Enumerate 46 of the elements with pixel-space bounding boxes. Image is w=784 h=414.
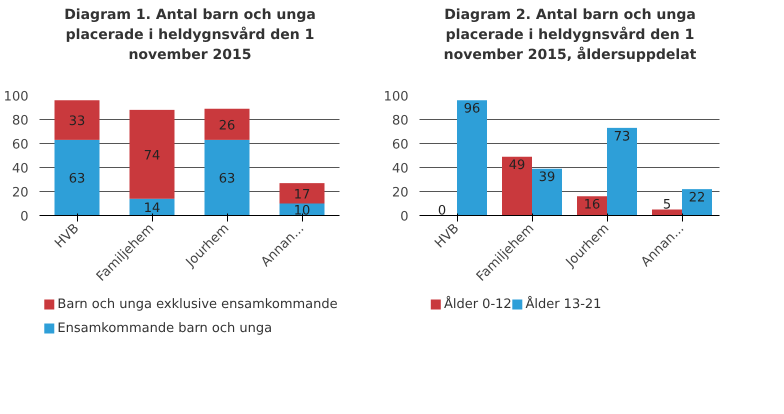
legend-label: Ålder 0-12 <box>444 295 512 312</box>
y-tick-label: 100 <box>4 90 29 104</box>
bar <box>280 183 324 204</box>
y-tick-label: 100 <box>384 90 409 104</box>
bar <box>54 140 100 216</box>
bar <box>652 210 682 216</box>
data-label: 49 <box>508 158 526 174</box>
data-label: 63 <box>218 172 236 187</box>
bar <box>54 100 100 140</box>
legend-label: Ålder 13-21 <box>525 295 602 312</box>
y-tick-label: 40 <box>12 162 29 176</box>
y-tick-label: 0 <box>400 210 409 224</box>
data-label: 39 <box>538 170 556 186</box>
y-tick-label: 20 <box>392 186 409 200</box>
data-label: 0 <box>438 204 446 219</box>
data-label: 74 <box>144 148 160 164</box>
data-label: 14 <box>144 201 160 216</box>
bar <box>607 128 637 216</box>
y-tick-label: 80 <box>392 114 409 128</box>
bar <box>682 189 712 216</box>
y-tick-label: 40 <box>392 162 409 176</box>
bar <box>204 108 250 140</box>
bar <box>130 110 174 199</box>
data-label: 26 <box>218 118 236 134</box>
data-label: 17 <box>294 187 310 202</box>
data-label: 33 <box>68 114 86 130</box>
y-tick-label: 60 <box>392 138 409 152</box>
y-tick-label: 60 <box>12 138 29 152</box>
data-label: 73 <box>614 129 630 144</box>
y-tick-label: 20 <box>12 186 29 200</box>
bar <box>532 168 562 216</box>
chart-title: Diagram 2. Antal barn och unga placerade i heldygnsvård den 1 november 2015, åldersuppdelat <box>442 6 698 65</box>
data-label: 22 <box>688 190 706 206</box>
data-label: 5 <box>662 198 672 213</box>
data-label: 16 <box>584 198 600 213</box>
bar <box>204 140 250 216</box>
data-label: 96 <box>464 102 480 117</box>
bar <box>502 156 532 216</box>
y-tick-label: 80 <box>12 114 29 128</box>
data-label: 63 <box>68 172 86 187</box>
y-tick-label: 0 <box>20 210 29 224</box>
bar <box>457 100 487 216</box>
data-label: 10 <box>294 204 310 218</box>
legend-label: Barn och unga exklusive ensamkommande <box>57 297 338 312</box>
chart-title: Diagram 1. Antal barn och unga placerade i heldygnsvård den 1 november 2015 <box>63 6 317 65</box>
legend-label: Ensamkommande barn och unga <box>57 321 272 336</box>
